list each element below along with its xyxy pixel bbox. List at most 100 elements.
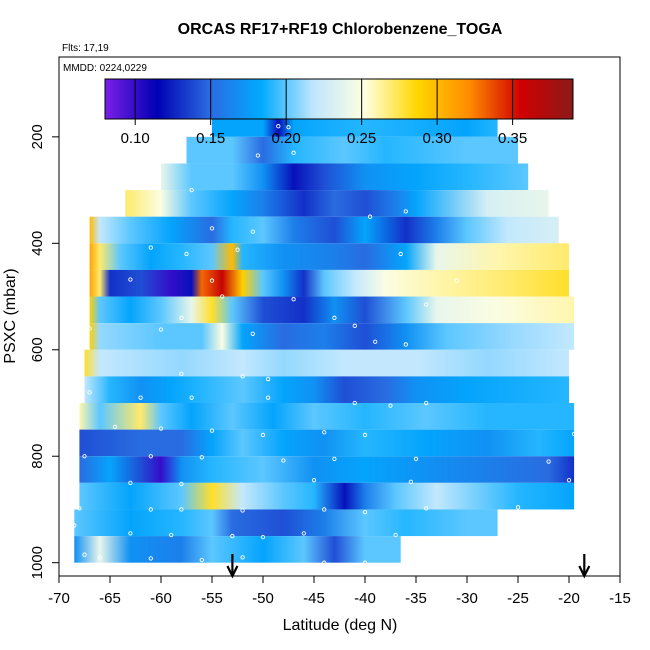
sample-point (260, 432, 266, 438)
sample-point (373, 339, 378, 344)
chart-title: ORCAS RF17+RF19 Chlorobenzene_TOGA (178, 21, 503, 38)
sample-point (235, 247, 240, 252)
sample-point (87, 390, 92, 395)
sample-point (571, 431, 577, 437)
sample-point (546, 459, 551, 464)
sample-point (199, 455, 204, 460)
heatmap-band (89, 296, 575, 324)
sample-point (403, 342, 408, 347)
sample-point (424, 400, 429, 406)
sample-point (128, 277, 133, 282)
sample-point (393, 532, 398, 538)
y-tick-label: 400 (29, 231, 46, 256)
sample-point (250, 331, 255, 336)
x-axis: -70 -65 -60 -55 -50 -45 -40 -35 -30 -25 -20 -15 (48, 575, 631, 607)
y-tick-label: 800 (29, 444, 46, 469)
sample-point (301, 531, 306, 536)
sample-point (148, 245, 153, 250)
x-tick-label: -40 (354, 590, 376, 607)
sample-point (179, 481, 184, 487)
colorbar-tick-label: 0.10 (121, 130, 150, 147)
sample-point (199, 557, 204, 563)
flights-label: Flts: 17,19 (62, 43, 109, 54)
sample-point (240, 555, 245, 560)
colorbar-ticks: 0.10 0.15 0.20 0.25 0.30 0.35 (121, 79, 527, 147)
sample-point (403, 209, 408, 214)
sample-point (332, 315, 337, 320)
sample-point (566, 478, 572, 483)
x-tick-label: -50 (252, 590, 274, 607)
heatmap-band (79, 456, 575, 483)
sample-point (260, 534, 266, 540)
sample-point (189, 187, 194, 193)
sample-point (291, 297, 296, 302)
sample-point (158, 426, 164, 431)
y-tick-label: 600 (29, 337, 46, 362)
sample-point (97, 555, 102, 560)
sample-point (265, 376, 271, 382)
sample-point (311, 478, 317, 483)
sample-point (255, 153, 261, 158)
sample-point (291, 150, 296, 155)
sample-point (230, 533, 235, 539)
sample-point (408, 479, 414, 484)
sample-point (128, 480, 133, 485)
sample-point (158, 327, 164, 332)
x-tick-label: -45 (303, 590, 325, 607)
sample-point (77, 506, 82, 511)
sample-point (352, 400, 357, 406)
sample-point (240, 374, 245, 379)
colorbar-tick-label: 0.20 (272, 130, 301, 147)
sample-point (209, 278, 215, 283)
sample-point (362, 509, 368, 515)
sample-point (281, 458, 286, 463)
heatmap-band (89, 323, 575, 350)
heatmap-band (89, 243, 569, 270)
sample-point (352, 323, 357, 328)
sample-point (388, 403, 393, 408)
x-tick-label: -15 (609, 590, 631, 607)
sample-point (128, 531, 133, 536)
x-tick-label: -30 (456, 590, 478, 607)
sample-point (220, 294, 225, 299)
x-tick-label: -55 (201, 590, 223, 607)
colorbar-tick-label: 0.30 (423, 130, 452, 147)
heatmap-band (186, 136, 518, 164)
sample-point (138, 395, 143, 400)
sample-point (276, 124, 281, 129)
y-axis-label: PSXC (mbar) (2, 268, 19, 363)
heatmap-band (84, 376, 569, 403)
heatmap-bands (74, 110, 575, 563)
sample-point (332, 456, 337, 462)
sample-point (209, 428, 215, 433)
sample-point (169, 532, 174, 538)
sample-points (72, 124, 577, 565)
heatmap-band (79, 403, 575, 430)
heatmap-band (125, 190, 549, 217)
heatmap-band (74, 536, 401, 563)
sample-point (362, 560, 368, 565)
sample-point (189, 395, 194, 400)
colorbar-tick-label: 0.15 (196, 130, 225, 147)
sample-point (72, 523, 77, 528)
colorbar-tick-label: 0.35 (498, 130, 527, 147)
sample-point (179, 507, 184, 512)
x-tick-label: -20 (558, 590, 580, 607)
sample-point (424, 302, 429, 307)
sample-point (148, 507, 153, 512)
y-tick-label: 1000 (29, 546, 46, 579)
sample-point (367, 214, 373, 219)
sample-point (322, 507, 327, 512)
x-axis-label: Latitude (deg N) (283, 617, 398, 634)
sample-point (265, 395, 271, 400)
y-tick-label: 200 (29, 124, 46, 149)
heatmap-band (79, 429, 575, 457)
dates-label: MMDD: 0224,0229 (63, 63, 147, 74)
heatmap-band (79, 482, 575, 510)
sample-point (250, 229, 255, 234)
heatmap-band (89, 216, 559, 244)
x-tick-label: -65 (99, 590, 121, 607)
sample-point (424, 506, 429, 511)
sample-point (454, 278, 459, 283)
